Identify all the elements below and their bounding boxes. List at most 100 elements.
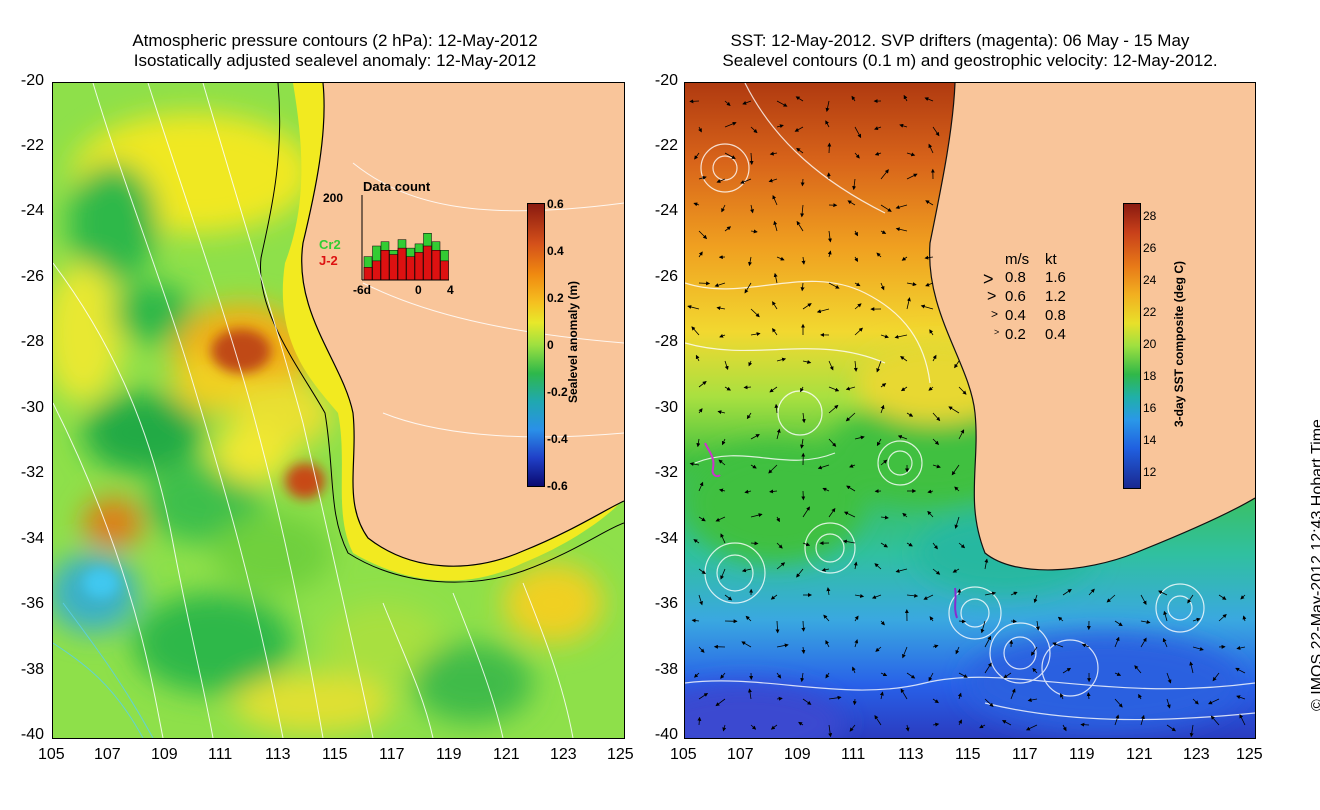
velocity-arrow [1025,724,1038,731]
velocity-arrow [880,282,885,291]
velocity-arrow [800,438,804,449]
sl-tick: 0.2 [547,291,564,305]
data-count-inset: Data count 200 Cr2 J-2 -6d 0 4 [319,179,473,299]
velocity-arrow [906,282,917,287]
velocity-arrow [720,568,726,580]
velocity-arrow [724,594,733,601]
velocity-arrow [693,539,700,544]
velocity-arrow [1010,688,1016,700]
y-tick: -38 [20,661,44,678]
velocity-arrow [770,724,778,730]
velocity-arrow [720,533,726,544]
velocity-arrow [906,173,918,180]
velocity-arrow [1062,667,1072,674]
velocity-arrow [828,386,840,392]
velocity-arrow [698,381,707,388]
right-y-axis: -20 -22 -24 -26 -28 -30 -32 -34 -36 -38 … [636,72,682,752]
velocity-arrow [745,615,752,622]
inset-bar-red [406,256,415,281]
velocity-arrow [695,354,700,362]
velocity-arrow [750,229,758,234]
inset-ymax: 200 [323,191,344,205]
y-tick: -34 [20,530,44,547]
velocity-arrow [750,204,754,214]
y-tick: -20 [20,72,44,89]
velocity-arrow [1003,672,1012,679]
velocity-arrow [750,513,763,518]
velocity-arrow [903,94,908,102]
legend-kt-3: 0.4 [1045,326,1066,343]
y-tick: -30 [20,399,44,416]
velocity-arrow [932,542,938,550]
velocity-arrow [697,716,702,726]
velocity-arrow [957,692,962,700]
velocity-arrow [698,175,707,180]
velocity-arrow [798,721,804,726]
y-tick: -20 [654,72,678,89]
y-tick: -28 [20,333,44,350]
legend-kt-1: 1.2 [1045,288,1066,305]
velocity-arrow [954,360,960,369]
velocity-arrow [776,672,782,679]
y-tick: -32 [654,464,678,481]
velocity-arrow [1088,588,1095,596]
velocity-arrow [750,308,760,318]
velocity-arrow [776,256,785,261]
velocity-arrow [698,646,705,653]
velocity-arrow [984,591,997,596]
velocity-arrow [795,96,804,102]
velocity-arrow [875,646,882,652]
velocity-arrow [1189,724,1194,738]
velocity-arrow [871,594,882,599]
legend-arrow-icon: > [994,327,1000,337]
velocity-arrow [828,695,842,700]
velocity-arrow [825,100,830,112]
velocity-arrow [932,698,939,704]
velocity-arrow [955,646,960,655]
velocity-arrow [828,404,839,414]
svp-drifter-track [704,442,721,478]
imos-timestamp: © IMOS 22-May-2012 12:43 Hobart Time [1309,419,1320,711]
velocity-arrow [1057,616,1064,622]
x-tick: 121 [1126,746,1153,763]
sst-colorbar [1123,203,1141,489]
velocity-arrow [1192,617,1201,622]
velocity-arrow [744,489,752,494]
y-tick: -26 [20,268,44,285]
sst-tick: 18 [1143,369,1157,383]
velocity-arrow [740,178,752,184]
velocity-arrow [722,724,727,732]
velocity-arrow [698,481,704,492]
x-tick: 105 [38,746,65,763]
velocity-arrow [984,698,994,707]
velocity-arrow [698,230,708,240]
velocity-arrow [776,562,786,570]
velocity-arrow [876,438,882,447]
velocity-arrow [1114,672,1122,676]
x-tick: 125 [607,746,634,763]
velocity-arrow [698,126,702,133]
x-tick: 119 [1069,746,1095,763]
inset-bar-red [431,250,441,281]
velocity-arrow [749,152,754,165]
velocity-arrow [854,593,865,598]
velocity-arrow [1166,672,1172,684]
velocity-arrow [768,464,778,474]
velocity-legend: m/s kt > 0.8 1.6 > 0.6 1.2 > 0.4 0.8 > 0… [983,251,1095,351]
x-tick: 107 [94,746,121,763]
velocity-arrow [698,594,703,606]
velocity-arrow [924,97,934,102]
velocity-arrow [854,152,860,159]
velocity-arrow [776,696,783,701]
y-tick: -28 [654,333,678,350]
velocity-arrow [827,250,832,258]
velocity-arrow [719,488,726,493]
velocity-arrow [845,412,856,422]
velocity-arrow [851,666,856,674]
inset-legend-j2: J-2 [319,253,338,268]
velocity-arrow [843,511,856,518]
velocity-arrow [932,568,941,575]
sst-tick: 12 [1143,465,1157,479]
velocity-arrow [769,151,778,156]
velocity-arrow [1140,620,1151,624]
